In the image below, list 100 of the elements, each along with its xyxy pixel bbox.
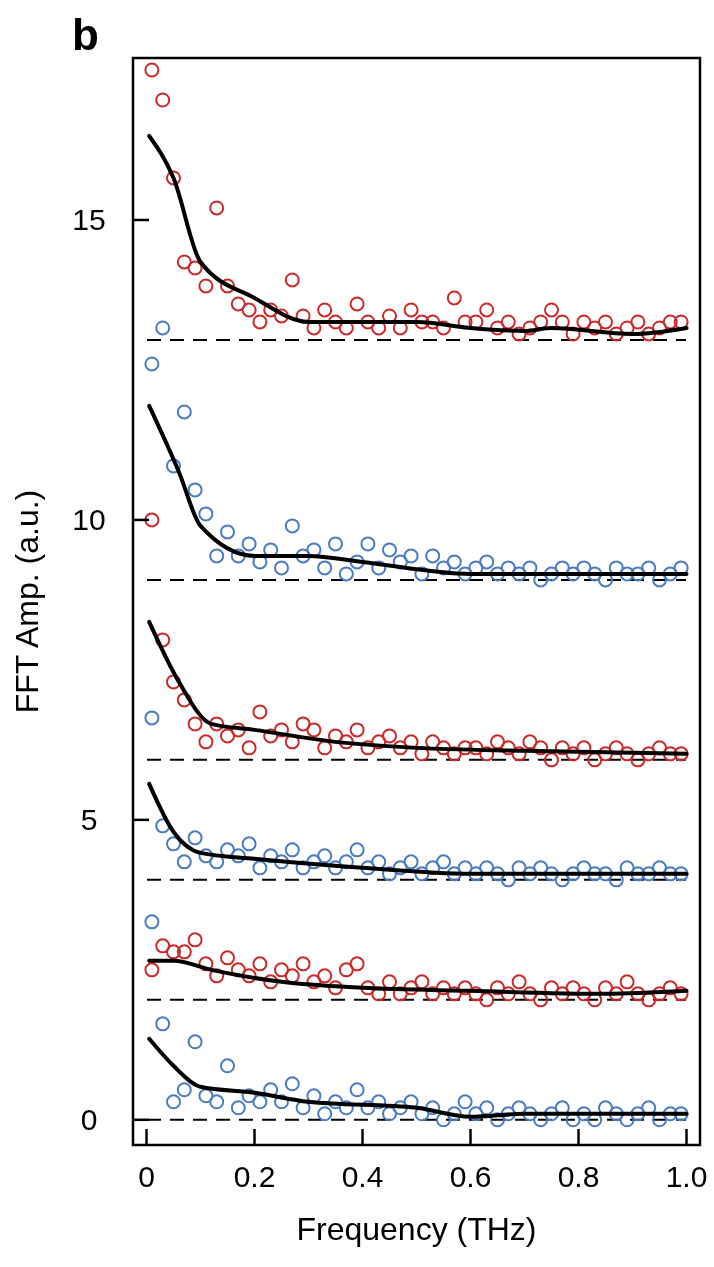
y-axis-title: FFT Amp. (a.u.): [9, 489, 45, 714]
point: [468, 740, 484, 756]
point: [500, 986, 516, 1002]
point: [155, 320, 171, 336]
point: [630, 314, 646, 330]
point: [371, 854, 387, 870]
point: [468, 986, 484, 1002]
point: [328, 536, 343, 552]
point: [425, 860, 441, 876]
point: [630, 986, 646, 1002]
point: [630, 752, 646, 768]
point: [144, 914, 160, 930]
point: [144, 962, 160, 978]
point: [360, 314, 376, 330]
point: [490, 566, 505, 582]
point: [511, 974, 527, 990]
point: [284, 968, 300, 984]
point: [392, 740, 408, 756]
point: [662, 566, 678, 582]
point: [576, 740, 592, 756]
point: [360, 1100, 376, 1116]
point: [457, 566, 473, 582]
point: [382, 728, 397, 744]
point: [306, 974, 322, 990]
point: [349, 722, 365, 738]
point: [479, 1100, 495, 1116]
point: [360, 740, 376, 756]
point: [533, 992, 549, 1008]
point: [328, 1094, 343, 1110]
point: [436, 1112, 451, 1128]
point: [576, 314, 592, 330]
point: [176, 404, 192, 420]
point: [673, 986, 689, 1002]
point: [554, 740, 570, 756]
point: [371, 1094, 387, 1110]
point: [241, 740, 257, 756]
point: [479, 992, 495, 1008]
y-tick-label: 10: [72, 503, 106, 537]
point: [425, 314, 441, 330]
point: [176, 854, 192, 870]
point: [608, 1106, 624, 1122]
point: [198, 506, 214, 522]
point: [436, 980, 451, 996]
point: [360, 536, 376, 552]
y-tick-label: 5: [80, 803, 98, 837]
point: [457, 980, 473, 996]
point: [641, 326, 657, 342]
point: [338, 962, 354, 978]
point: [230, 296, 246, 312]
point: [241, 1088, 257, 1104]
point: [392, 860, 408, 876]
x-tick-label: 0.2: [233, 1160, 276, 1193]
point: [209, 548, 225, 564]
point: [252, 704, 268, 720]
point: [306, 722, 322, 738]
point: [349, 1082, 365, 1098]
point: [338, 1100, 354, 1116]
point: [425, 986, 441, 1002]
point: [295, 860, 311, 876]
point: [544, 752, 559, 768]
y-tick-label: 15: [72, 203, 106, 237]
point: [166, 674, 181, 690]
point: [263, 974, 279, 990]
point: [608, 326, 624, 342]
point: [565, 566, 581, 582]
point: [317, 740, 333, 756]
point: [425, 548, 441, 564]
point: [155, 632, 171, 648]
point: [608, 986, 624, 1002]
point: [263, 728, 279, 744]
point: [166, 944, 181, 960]
point: [511, 326, 527, 342]
point: [241, 836, 257, 852]
point: [230, 722, 246, 738]
point: [490, 1112, 505, 1128]
x-tick-label: 0: [138, 1160, 155, 1193]
point: [209, 200, 225, 216]
point: [187, 830, 203, 846]
point: [176, 692, 192, 708]
point: [479, 302, 495, 318]
point: [328, 314, 343, 330]
point: [662, 866, 678, 882]
point: [630, 566, 646, 582]
point: [144, 62, 160, 78]
point: [490, 980, 505, 996]
point: [144, 512, 160, 528]
point: [187, 260, 203, 276]
point: [306, 854, 322, 870]
point: [371, 560, 387, 576]
point: [295, 956, 311, 972]
point: [338, 734, 354, 750]
point: [187, 1034, 203, 1050]
point: [284, 1076, 300, 1092]
point: [619, 746, 635, 762]
point: [641, 746, 657, 762]
point: [544, 302, 559, 318]
point: [446, 1106, 462, 1122]
point: [436, 854, 451, 870]
point: [662, 314, 678, 330]
point: [349, 296, 365, 312]
